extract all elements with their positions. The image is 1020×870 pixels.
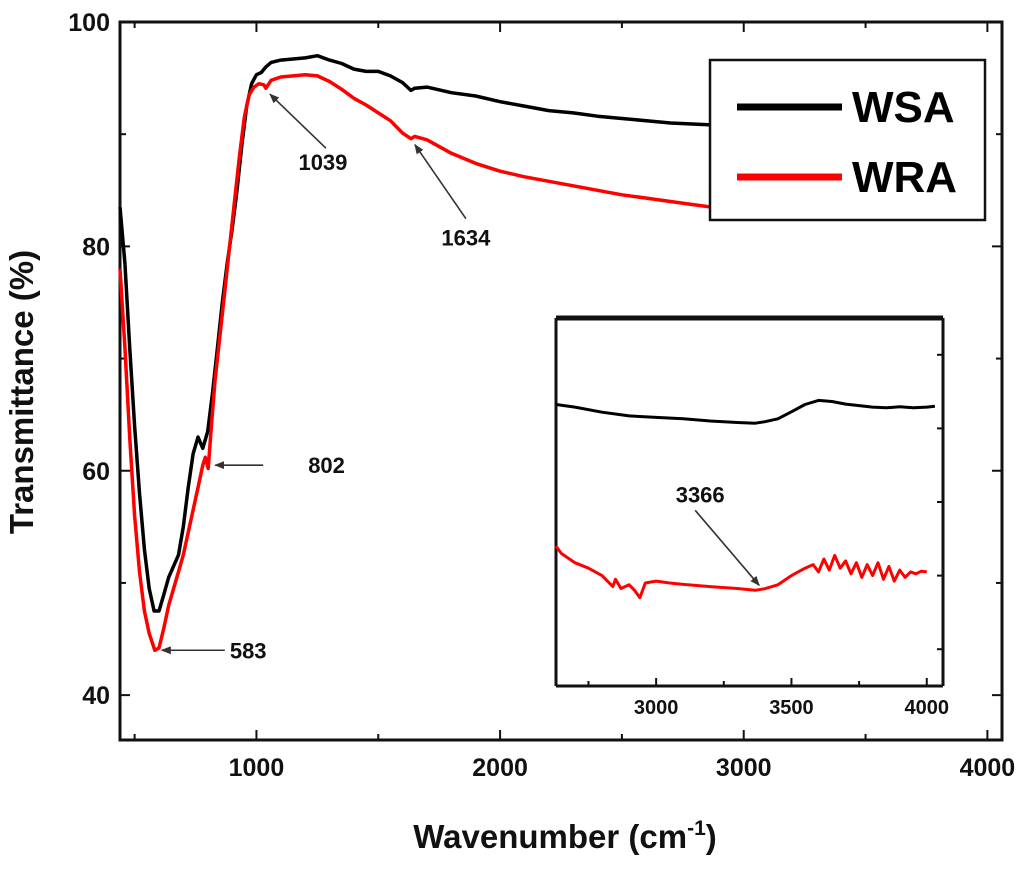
y-tick-label: 40 xyxy=(82,682,110,710)
y-tick-label: 100 xyxy=(68,9,110,37)
x-axis-title-end: ) xyxy=(706,818,717,855)
inset-annotation-arrow-3366 xyxy=(694,509,760,587)
x-axis-title-superscript: -1 xyxy=(687,817,706,840)
main-plot: 1000 2000 3000 4000 40 60 80 100 583 802 1039 1634 xyxy=(68,9,1015,782)
inset-x-tick-label: 3000 xyxy=(634,697,679,719)
x-tick-label: 3000 xyxy=(716,754,772,782)
inset-series-line-wsa xyxy=(555,398,936,425)
annotation-label-583: 583 xyxy=(230,638,267,663)
annotation-arrow-1039 xyxy=(269,93,327,149)
series-line-wsa xyxy=(118,53,793,613)
inset-x-tick-label: 3500 xyxy=(769,697,814,719)
y-tick-label: 60 xyxy=(82,458,110,486)
legend-label-wsa: WSA xyxy=(852,83,955,132)
annotation-arrow-1634 xyxy=(414,143,467,220)
annotation-label-1634: 1634 xyxy=(441,226,491,251)
inset-x-tick-label: 4000 xyxy=(905,697,950,719)
series-line-wra xyxy=(118,72,793,653)
annotation-label-802: 802 xyxy=(308,453,345,478)
inset-plot: 3000 3500 4000 3366 xyxy=(554,315,950,719)
x-tick-label: 4000 xyxy=(960,754,1016,782)
legend-box xyxy=(708,58,987,222)
legend-label-wra: WRA xyxy=(852,153,957,202)
main-plot-frame xyxy=(118,20,1004,742)
legend: WSA WRA xyxy=(708,58,987,222)
inset-annotation-label-3366: 3366 xyxy=(676,482,725,507)
y-axis-title: Transmittance (%) xyxy=(3,250,40,534)
y-tick-label: 80 xyxy=(82,233,110,261)
inset-background xyxy=(556,318,943,686)
axis-titles: Wavenumber (cm-1) Transmittance (%) xyxy=(3,250,717,855)
annotation-label-1039: 1039 xyxy=(298,150,347,175)
x-tick-label: 1000 xyxy=(229,754,285,782)
x-tick-label: 2000 xyxy=(472,754,528,782)
inset-series-line-wra xyxy=(554,545,927,600)
x-axis-title-main: Wavenumber (cm xyxy=(413,818,687,855)
x-axis-title: Wavenumber (cm-1) xyxy=(413,817,717,855)
